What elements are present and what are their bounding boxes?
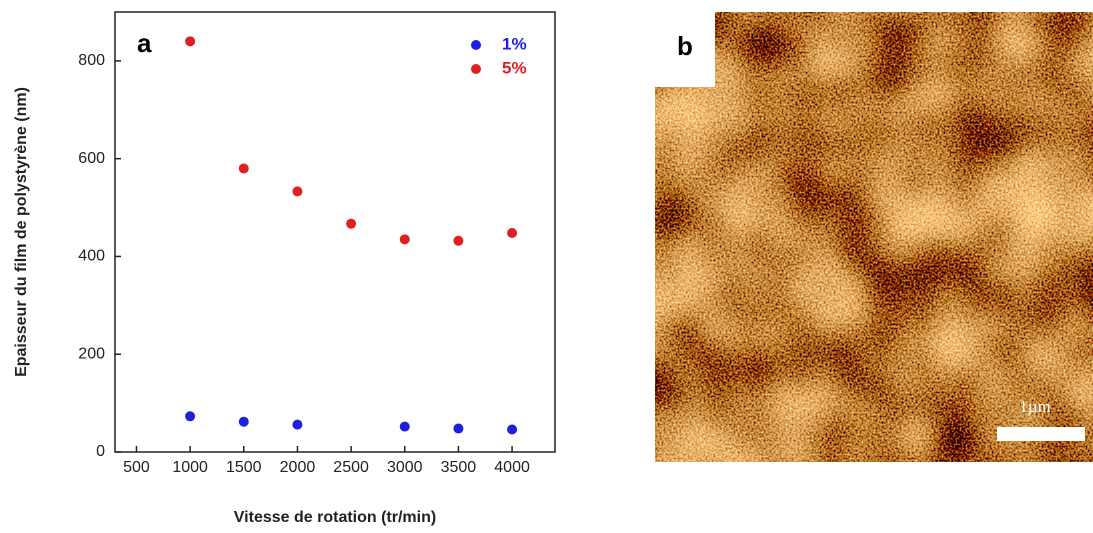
- x-tick-label: 2000: [280, 459, 316, 476]
- legend-label: 1%: [502, 34, 527, 53]
- point: [453, 423, 464, 434]
- point: [399, 234, 410, 245]
- x-tick-label: 3500: [441, 459, 477, 476]
- point: [399, 421, 410, 432]
- panel-label: b: [677, 31, 693, 61]
- afm-image: b 1µm: [655, 12, 1093, 462]
- x-axis-label: Vitesse de rotation (tr/min): [234, 509, 436, 526]
- point: [507, 227, 518, 238]
- y-tick-label: 400: [78, 248, 105, 265]
- point: [292, 419, 303, 430]
- legend-marker: [471, 64, 481, 74]
- x-tick-label: 1500: [226, 459, 262, 476]
- label-box: [655, 12, 715, 87]
- point: [507, 424, 518, 435]
- y-axis-label: Epaisseur du film de polystyrène (nm): [13, 87, 30, 377]
- x-tick-label: 2500: [333, 459, 369, 476]
- point: [185, 411, 196, 422]
- plot-frame: [114, 11, 556, 453]
- legend-label: 5%: [502, 58, 527, 77]
- y-tick-label: 800: [78, 52, 105, 69]
- afm-texture: [655, 12, 1093, 462]
- point: [185, 36, 196, 47]
- scale-bar: [997, 427, 1085, 441]
- y-tick-label: 600: [78, 150, 105, 167]
- x-tick-label: 1000: [172, 459, 208, 476]
- point: [453, 235, 464, 246]
- point: [238, 416, 249, 427]
- point: [346, 218, 357, 229]
- scale-bar-label: 1µm: [1019, 397, 1051, 416]
- x-tick-label: 4000: [494, 459, 530, 476]
- point: [292, 186, 303, 197]
- x-tick-label: 500: [123, 459, 150, 476]
- y-tick-label: 0: [96, 443, 105, 460]
- y-tick-label: 200: [78, 345, 105, 362]
- point: [238, 163, 249, 174]
- legend-marker: [471, 40, 481, 50]
- x-tick-label: 3000: [387, 459, 423, 476]
- panel-label: a: [137, 28, 152, 58]
